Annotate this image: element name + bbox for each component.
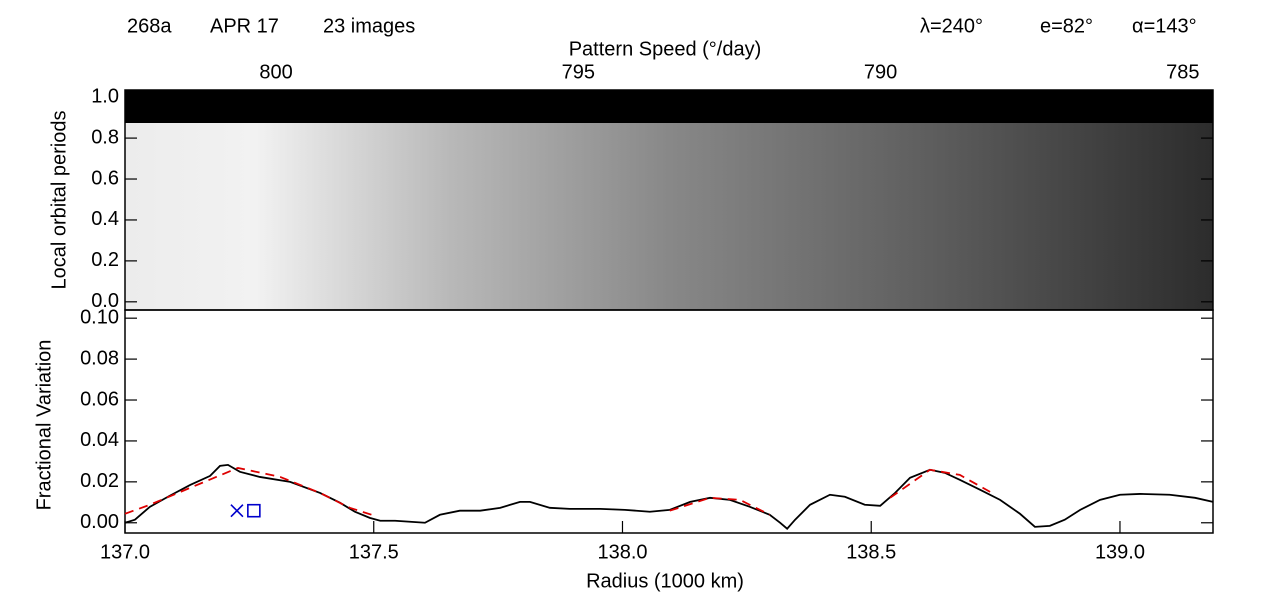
fit-line [889, 468, 991, 499]
y-tick-label: 0.6 [91, 167, 119, 189]
annotation: α=143° [1132, 15, 1197, 37]
y-tick-label: 0.00 [80, 511, 119, 533]
y-tick-label: 0.8 [91, 126, 119, 148]
fit-line [669, 496, 771, 516]
x-axis-title: Radius (1000 km) [586, 570, 744, 592]
annotation: 23 images [323, 15, 415, 37]
x-tick-label: 795 [562, 61, 595, 83]
y-tick-label: 0.2 [91, 249, 119, 271]
heatmap-image [125, 90, 1213, 310]
y-tick-label: 0.0 [91, 290, 119, 312]
x-axis-title: Pattern Speed (°/day) [569, 38, 762, 60]
y-tick-label: 0.04 [80, 429, 119, 451]
y-axis-title: Fractional Variation [33, 340, 55, 511]
square-marker [247, 503, 261, 518]
x-tick-label: 138.5 [846, 541, 896, 563]
y-tick-label: 0.06 [80, 388, 119, 410]
x-marker [230, 504, 244, 518]
y-axis-title: Local orbital periods [48, 111, 70, 290]
y-tick-label: 0.4 [91, 208, 119, 230]
x-tick-label: 139.0 [1095, 541, 1145, 563]
x-tick-label: 137.5 [349, 541, 399, 563]
fit-line [124, 467, 373, 516]
x-tick-label: 137.0 [100, 541, 150, 563]
x-tick-label: 785 [1166, 61, 1199, 83]
y-tick-label: 1.0 [91, 85, 119, 107]
x-tick-label: 790 [864, 61, 897, 83]
x-tick-label: 138.0 [597, 541, 647, 563]
annotation: APR 17 [210, 15, 279, 37]
panel-frame [124, 309, 1214, 534]
x-tick-label: 800 [259, 61, 292, 83]
y-tick-label: 0.10 [80, 306, 119, 328]
annotation: e=82° [1040, 15, 1093, 37]
y-tick-label: 0.02 [80, 470, 119, 492]
y-tick-label: 0.08 [80, 347, 119, 369]
heatmap-band [125, 90, 1213, 123]
annotation: 268a [127, 15, 172, 37]
annotation: λ=240° [920, 15, 983, 37]
data-line [124, 463, 1214, 530]
